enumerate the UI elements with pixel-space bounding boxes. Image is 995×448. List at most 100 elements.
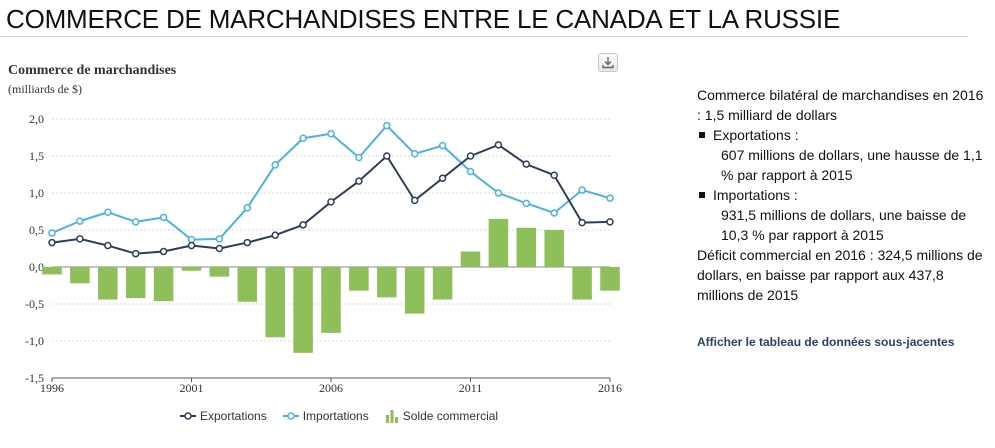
imports-point xyxy=(550,209,558,217)
imports-point xyxy=(215,235,224,243)
y-tick-label: 1,5 xyxy=(29,149,44,163)
balance-bar xyxy=(70,267,90,284)
imports-point xyxy=(76,217,84,225)
balance-bar xyxy=(572,267,592,300)
imports-point xyxy=(438,141,447,150)
imports-point xyxy=(327,130,335,138)
balance-bar xyxy=(181,267,202,271)
legend-imports-label: Importations xyxy=(302,409,369,423)
balance-bar xyxy=(42,267,62,275)
exports-point xyxy=(131,249,140,258)
balance-bar xyxy=(404,267,425,314)
exports-point xyxy=(606,218,614,226)
x-tick-label: 2011 xyxy=(459,381,483,395)
summary-list: Exportations : 607 millions de dollars, … xyxy=(697,125,987,245)
imports-point xyxy=(410,150,419,158)
chart-title: Commerce de marchandises xyxy=(8,63,177,78)
chart-subtitle: (milliards de $) xyxy=(8,82,82,96)
exports-point xyxy=(243,238,252,247)
x-tick-label: 2001 xyxy=(180,381,204,395)
balance-bar xyxy=(349,267,369,291)
exports-point xyxy=(215,244,224,253)
legend-exports-marker-icon xyxy=(180,412,196,420)
summary-imports-detail: 931,5 millions de dollars, une baisse de… xyxy=(721,207,967,243)
summary-exports-label: Exportations : xyxy=(713,127,799,143)
summary-imports-item: Importations : 931,5 millions de dollars… xyxy=(697,185,987,245)
exports-point xyxy=(466,152,475,160)
download-button[interactable] xyxy=(598,53,618,72)
legend-imports-marker-icon xyxy=(282,412,299,420)
exports-point xyxy=(271,231,279,239)
imports-point xyxy=(299,134,307,142)
page-title: COMMERCE DE MARCHANDISES ENTRE LE CANADA… xyxy=(6,4,841,34)
trade-summary: Commerce bilatéral de marchandises en 20… xyxy=(697,85,987,305)
y-tick-label: 2,0 xyxy=(29,112,44,126)
download-icon xyxy=(602,57,614,69)
legend-item-balance[interactable]: Solde commercial xyxy=(385,409,498,423)
legend-item-exports[interactable]: Exportations xyxy=(180,409,267,423)
imports-point xyxy=(271,161,279,169)
balance-bar xyxy=(377,267,397,298)
balance-bar xyxy=(432,267,453,300)
show-data-table-link[interactable]: Afficher le tableau de données sous-jace… xyxy=(697,335,955,349)
exports-point xyxy=(383,152,391,160)
legend-item-imports[interactable]: Importations xyxy=(282,409,369,423)
legend-exports-label: Exportations xyxy=(200,409,267,423)
balance-bar xyxy=(516,227,537,267)
balance-bar xyxy=(125,267,146,299)
x-tick-label: 1996 xyxy=(40,381,64,395)
legend-balance-bars-icon xyxy=(385,410,398,423)
imports-point xyxy=(159,213,168,222)
imports-point xyxy=(606,194,614,202)
balance-bar xyxy=(98,267,118,300)
balance-bar xyxy=(488,218,509,267)
exports-point xyxy=(550,171,558,179)
exports-point xyxy=(522,160,531,168)
y-tick-label: -1,5 xyxy=(25,371,44,385)
exports-point xyxy=(410,196,419,205)
exports-point xyxy=(494,141,503,149)
imports-point xyxy=(243,204,252,212)
imports-point xyxy=(48,229,56,237)
balance-bar xyxy=(209,267,230,277)
imports-point xyxy=(104,208,112,216)
exports-point xyxy=(438,174,447,182)
imports-point xyxy=(522,199,531,208)
imports-point xyxy=(383,121,391,130)
summary-deficit: Déficit commercial en 2016 : 324,5 milli… xyxy=(697,247,983,303)
y-tick-label: 0,0 xyxy=(29,260,44,274)
balance-bar xyxy=(293,267,313,353)
x-tick-label: 2016 xyxy=(598,381,622,395)
exports-point xyxy=(578,218,586,227)
imports-point xyxy=(355,153,363,162)
y-tick-label: 0,5 xyxy=(29,223,44,237)
imports-point xyxy=(578,186,586,194)
exports-point xyxy=(327,198,335,206)
imports-point xyxy=(131,218,140,226)
summary-imports-label: Importations : xyxy=(713,187,798,203)
exports-point xyxy=(159,247,168,256)
exports-point xyxy=(76,235,84,243)
balance-bar xyxy=(460,251,481,267)
legend-balance-label: Solde commercial xyxy=(402,409,499,423)
summary-exports-detail: 607 millions de dollars, une hausse de 1… xyxy=(721,147,983,183)
summary-exports-item: Exportations : 607 millions de dollars, … xyxy=(697,125,987,185)
y-tick-label: -1,0 xyxy=(25,334,44,348)
chart-legend: Exportations Importations Solde commerci… xyxy=(180,409,498,423)
balance-bar xyxy=(544,230,564,267)
imports-point xyxy=(466,167,475,176)
exports-point xyxy=(104,241,112,250)
exports-point xyxy=(299,221,307,229)
balance-bar xyxy=(237,267,258,302)
trade-chart: -1,5 -1,0 -0,5 0,0 0,5 1,0 1,5 2,0 1996 2001 2006 2… xyxy=(25,112,622,395)
balance-bar xyxy=(265,267,285,338)
balance-bar xyxy=(153,267,174,302)
summary-intro: Commerce bilatéral de marchandises en 20… xyxy=(697,87,984,123)
exports-point xyxy=(355,177,363,185)
title-divider xyxy=(0,36,968,37)
y-tick-label: 1,0 xyxy=(29,186,44,200)
balance-bar xyxy=(321,267,341,333)
x-tick-label: 2006 xyxy=(319,381,343,395)
imports-point xyxy=(187,235,196,244)
balance-bar xyxy=(600,267,620,291)
